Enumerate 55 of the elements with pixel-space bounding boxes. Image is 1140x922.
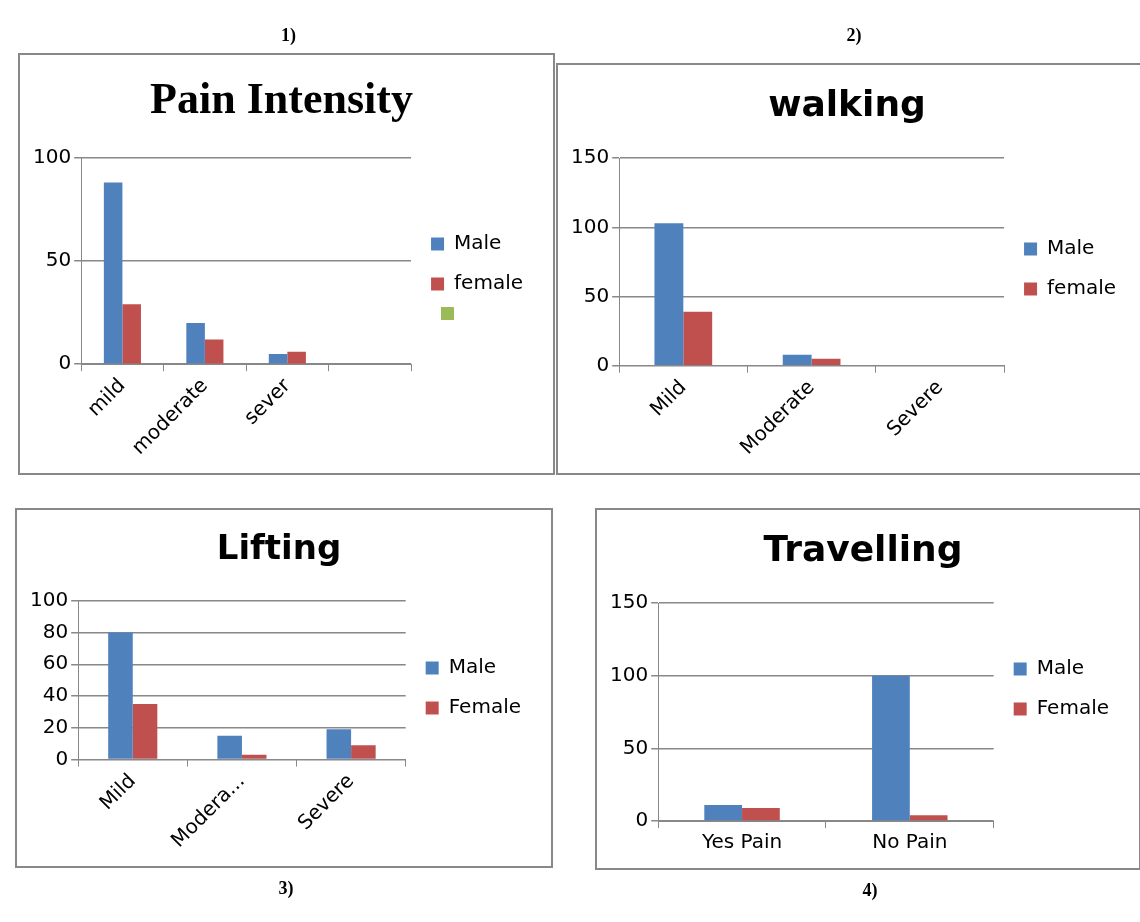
legend-label: Male (1047, 235, 1095, 260)
y-tick-label: 20 (42, 713, 69, 738)
y-tick-label: 40 (42, 682, 69, 707)
y-tick-label: 100 (570, 213, 610, 238)
y-tick-label: 80 (42, 618, 69, 643)
bar (654, 223, 684, 366)
y-tick-label: 0 (55, 745, 69, 770)
y-tick-label: 150 (570, 144, 610, 169)
legend-label: Female (448, 694, 522, 719)
y-tick-label: 100 (29, 587, 69, 611)
legend-label: female (454, 270, 524, 295)
chart-title: Pain Intensity (150, 73, 413, 123)
bar (132, 703, 158, 759)
legend-label: Female (1036, 695, 1110, 720)
y-tick-label: 50 (45, 247, 72, 272)
bar (186, 322, 205, 364)
bar (742, 807, 780, 821)
y-tick-label: 0 (635, 807, 649, 832)
bar (122, 304, 141, 364)
y-tick-label: 100 (609, 662, 649, 686)
y-tick-label: 50 (583, 282, 610, 307)
chart-title: Travelling (763, 527, 963, 569)
text: 1) (280, 25, 297, 46)
bar (108, 632, 133, 759)
bar (909, 815, 948, 821)
bar (217, 735, 242, 759)
bar (351, 745, 376, 759)
bar (241, 754, 267, 759)
text: 3) (277, 878, 295, 899)
chart-title: walking (768, 82, 926, 124)
legend-label: Male (448, 654, 497, 679)
legend-label: Male (454, 230, 502, 255)
y-tick-label: 50 (622, 734, 649, 759)
bar (683, 311, 713, 366)
text: 4) (861, 880, 879, 901)
bar (287, 351, 306, 364)
bar (326, 729, 352, 759)
y-tick-label: 100 (32, 144, 72, 168)
legend-label: Male (1036, 655, 1085, 680)
x-tick-label: Yes Pain (700, 829, 783, 854)
legend-label: female (1047, 275, 1117, 300)
bar (872, 675, 910, 821)
y-tick-label: 150 (609, 589, 649, 614)
bar (103, 182, 123, 364)
chart-title: Lifting (216, 527, 342, 568)
bar (704, 805, 743, 821)
y-tick-label: 0 (596, 351, 610, 376)
bar (782, 354, 812, 366)
bar (811, 358, 841, 366)
bar (204, 339, 224, 364)
y-tick-label: 0 (58, 350, 72, 375)
bar (268, 353, 288, 364)
x-tick-label: No Pain (872, 829, 948, 854)
text: 2) (845, 25, 863, 46)
y-tick-label: 60 (42, 650, 69, 675)
